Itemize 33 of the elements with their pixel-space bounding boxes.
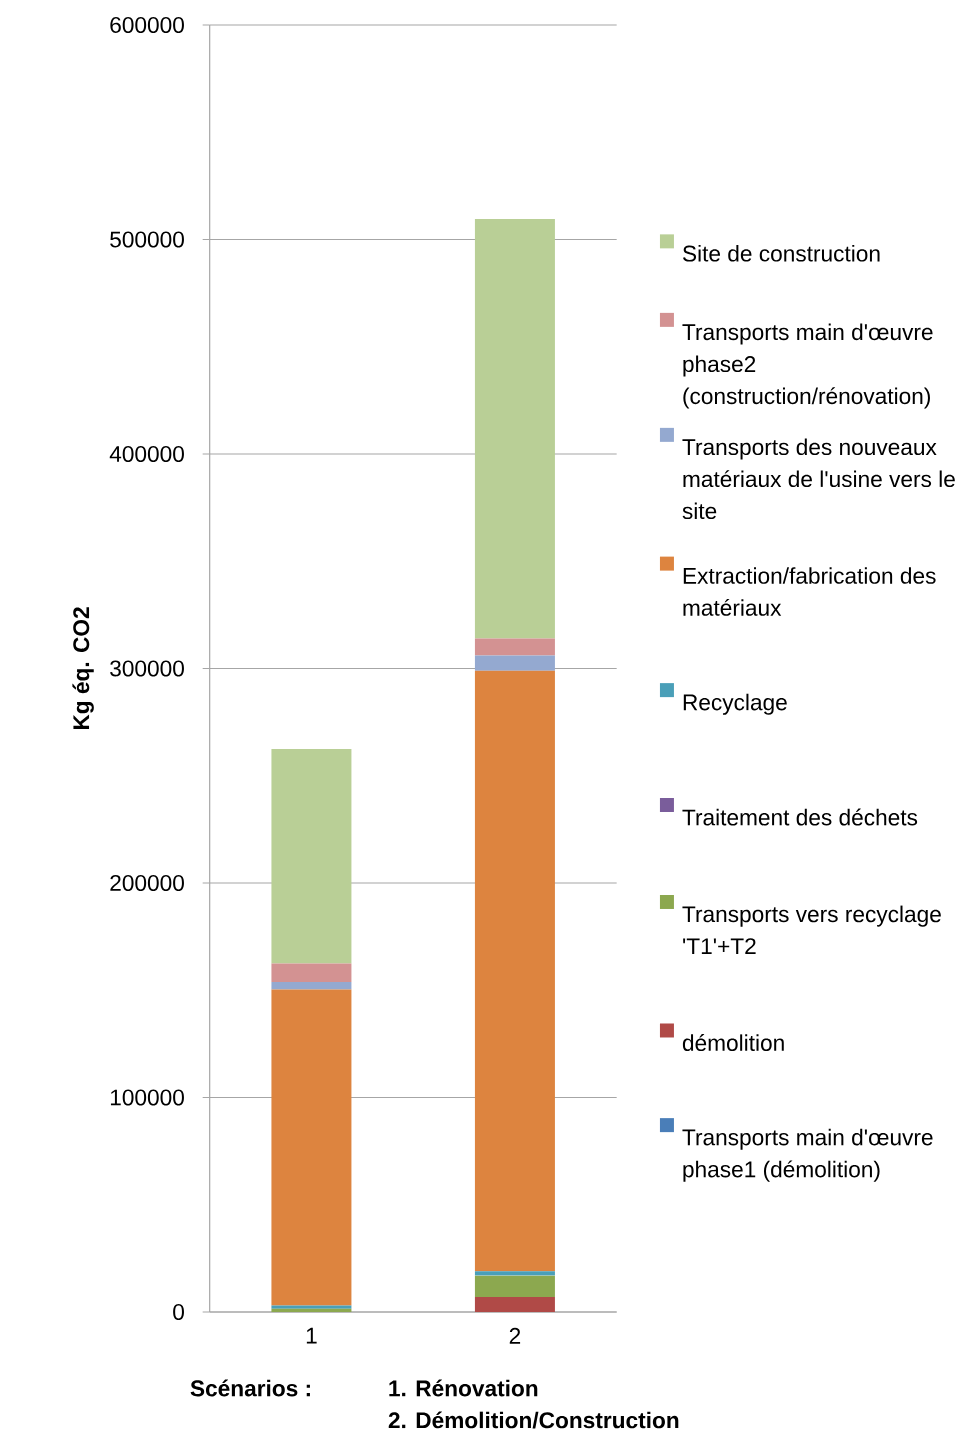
legend-label: Site de construction (683, 244, 880, 262)
y-tick-label: 600000 (110, 16, 185, 34)
bar (475, 1296, 556, 1312)
bar (475, 638, 556, 656)
bar (475, 670, 556, 1272)
bar (271, 989, 352, 1306)
legend-label: Extraction/fabrication des matériaux (683, 567, 936, 616)
bar (271, 963, 352, 983)
x-tick-label: 2 (509, 1327, 521, 1344)
y-tick-label: 200000 (110, 874, 185, 892)
y-tick-label: 400000 (109, 445, 185, 463)
bar (271, 748, 352, 964)
text: 1. Rénovation (389, 1379, 538, 1397)
legend-label: Transports des nouveaux matériaux de l'usine vers le site (682, 438, 955, 520)
legend-label: Transports main d'œuvre phase1 (démolition) (682, 1128, 933, 1182)
bar (475, 1275, 556, 1297)
y-axis-title: Kg éq. CO2 (72, 607, 94, 730)
bar (475, 655, 556, 671)
bar (475, 1271, 556, 1276)
legend-label: Recyclage (683, 693, 787, 715)
legend-label: démolition (683, 1034, 784, 1052)
y-tick-label: 300000 (110, 660, 185, 677)
legend-label: Transports main d'œuvre phase2 (construction/rénovation) (682, 323, 933, 409)
y-tick-label: 0 (173, 1303, 185, 1321)
bar (271, 982, 352, 990)
y-tick-label: 500000 (110, 231, 185, 248)
legend-label: Transports vers recyclage 'T1'+T2 (682, 905, 941, 954)
text: 2. Démolition/Construction (388, 1411, 679, 1429)
bar (475, 219, 556, 639)
legend-label: Traitement des déchets (682, 808, 918, 826)
y-tick-label: 100000 (111, 1089, 185, 1106)
text: Scénarios : (190, 1379, 311, 1397)
x-tick-label: 1 (307, 1327, 317, 1344)
